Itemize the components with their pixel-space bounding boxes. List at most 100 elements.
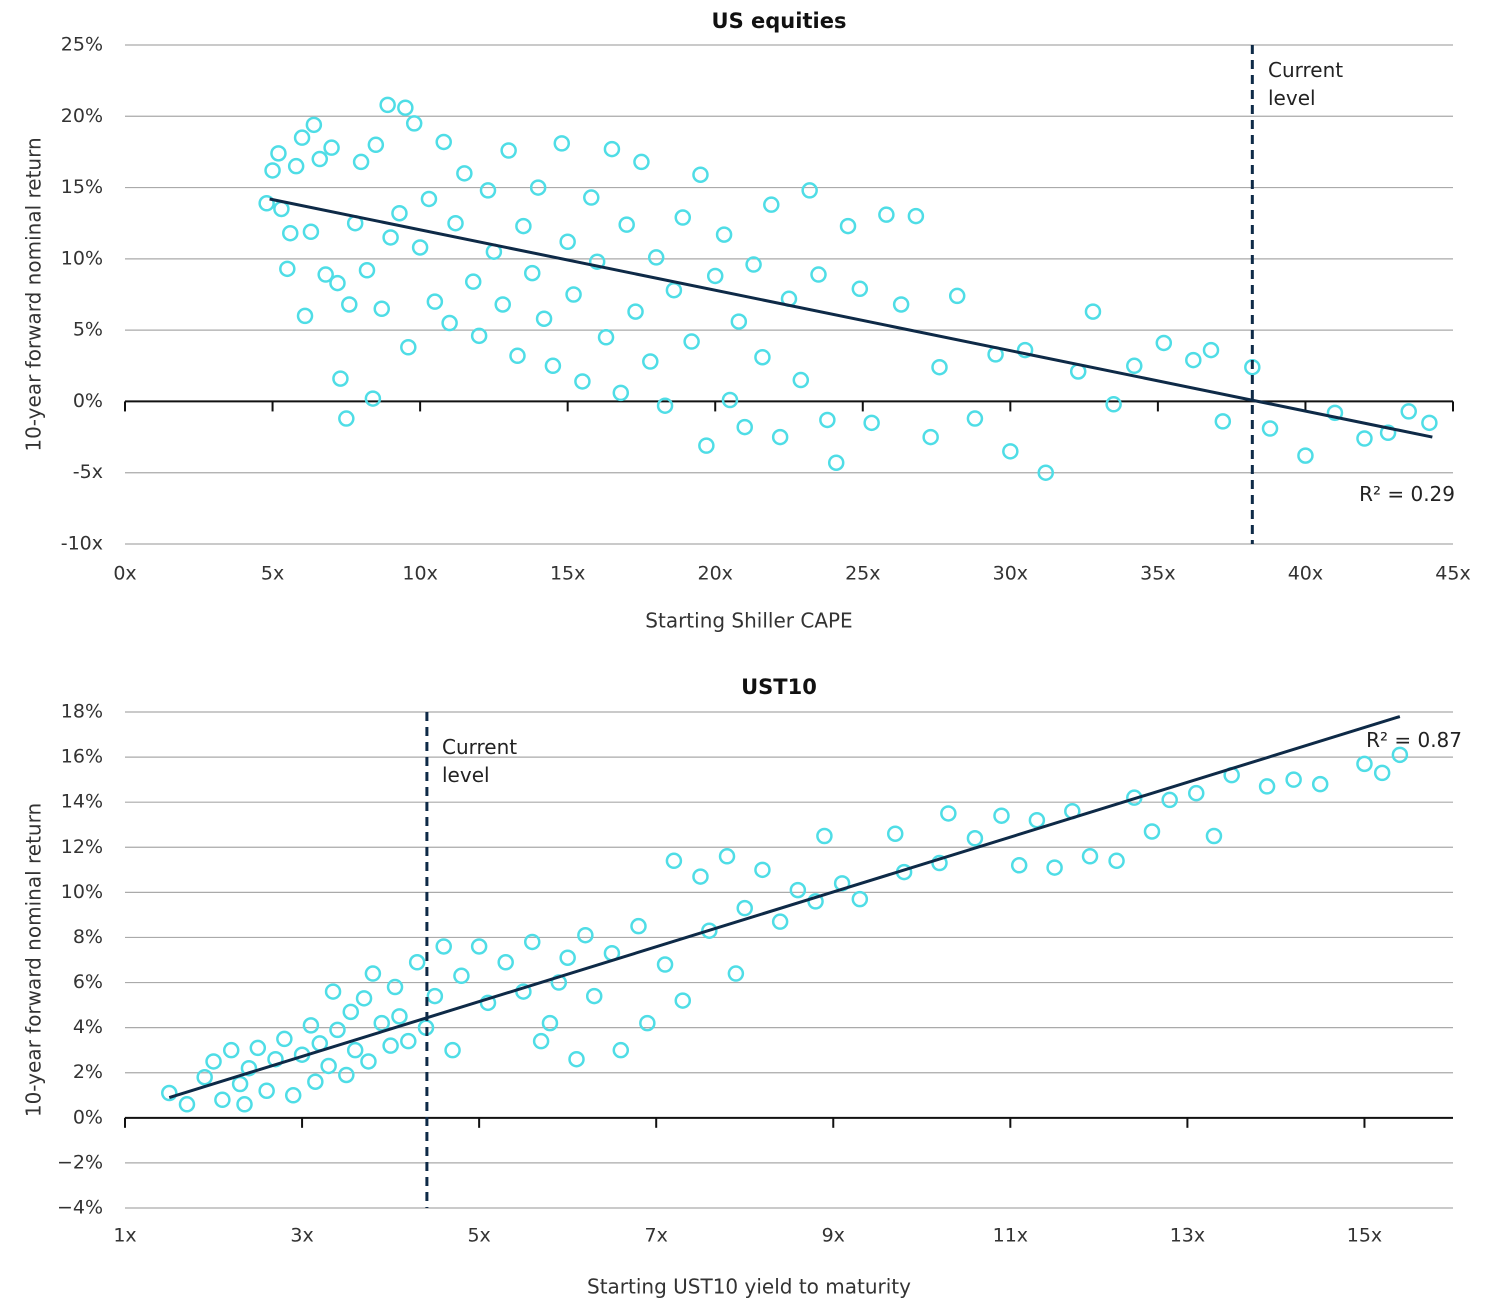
- scatter-point: [470, 327, 488, 345]
- scatter-point: [1028, 811, 1046, 829]
- scatter-point: [993, 807, 1010, 824]
- scatter-point: [948, 287, 966, 305]
- scatter-point: [692, 166, 709, 183]
- scatter-point: [966, 410, 984, 427]
- scatter-point: [1143, 823, 1161, 840]
- scatter-point: [1391, 746, 1409, 764]
- scatter-point: [878, 206, 895, 223]
- scatter-point: [453, 967, 470, 985]
- scatter-point: [1261, 420, 1279, 437]
- x-tick-label: 13x: [1170, 1225, 1205, 1247]
- scatter-point: [470, 938, 488, 955]
- scatter-point: [329, 274, 346, 292]
- chart-title: UST10: [741, 675, 817, 699]
- scatter-point: [665, 852, 683, 870]
- scatter-point: [1205, 827, 1223, 845]
- scatter-point: [400, 1032, 417, 1050]
- scatter-point: [1311, 775, 1329, 793]
- scatter-point: [324, 983, 342, 1000]
- scatter-point: [515, 217, 532, 235]
- scatter-point: [1037, 464, 1054, 481]
- scatter-point: [273, 200, 290, 218]
- scatter-point: [364, 390, 382, 407]
- scatter-point: [692, 868, 709, 885]
- scatter-point: [497, 954, 514, 971]
- scatter-point: [379, 96, 396, 114]
- scatter-point: [792, 371, 810, 389]
- x-tick-label: 15x: [1347, 1225, 1382, 1247]
- scatter-point: [391, 204, 408, 222]
- scatter-point: [444, 1041, 461, 1059]
- scatter-point: [287, 157, 305, 175]
- scatter-point: [715, 226, 733, 243]
- scatter-point: [302, 1017, 320, 1034]
- y-tick-label: 25%: [61, 34, 103, 56]
- scatter-point: [397, 99, 414, 116]
- x-tick-label: 9x: [822, 1225, 845, 1247]
- x-tick-label: 25x: [845, 563, 880, 585]
- y-tick-label: 18%: [61, 701, 103, 723]
- y-axis-label: 10-year forward nominal return: [22, 803, 46, 1117]
- scatter-point: [355, 990, 373, 1007]
- scatter-point: [701, 922, 718, 939]
- scatter-point: [205, 1053, 222, 1070]
- scatter-point: [683, 333, 700, 350]
- x-tick-label: 40x: [1288, 563, 1323, 585]
- scatter-point: [642, 353, 659, 370]
- scatter-point: [323, 139, 340, 156]
- x-tick-label: 7x: [645, 1225, 668, 1247]
- scatter-point: [426, 293, 444, 310]
- scatter-point: [633, 153, 650, 171]
- scatter-point: [279, 260, 296, 278]
- scatter-point: [1356, 755, 1373, 773]
- scatter-point: [1373, 764, 1391, 782]
- scatter-point: [161, 1084, 178, 1102]
- scatter-point: [494, 296, 511, 313]
- scatter-point: [1161, 791, 1178, 809]
- scatter-point: [1002, 443, 1019, 460]
- scatter-point: [367, 136, 385, 154]
- scatter-point: [568, 1050, 585, 1068]
- scatter-point: [851, 890, 869, 908]
- scatter-point: [931, 854, 948, 872]
- y-tick-label: 8%: [73, 926, 103, 948]
- scatter-point: [240, 1059, 258, 1077]
- x-tick-label: 5x: [261, 563, 284, 585]
- x-tick-label: 0x: [113, 563, 136, 585]
- y-tick-label: 5%: [73, 319, 103, 341]
- scatter-point: [373, 300, 390, 318]
- scatter-point: [892, 296, 910, 313]
- current-level-label: Current level: [1268, 58, 1344, 110]
- scatter-point: [966, 830, 984, 847]
- scatter-point: [196, 1068, 213, 1086]
- scatter-point: [1155, 334, 1173, 352]
- scatter-point: [698, 437, 715, 454]
- scatter-point: [706, 267, 724, 285]
- scatter-point: [559, 233, 576, 250]
- scatter-point: [382, 1037, 399, 1054]
- y-tick-label: 0%: [73, 390, 103, 412]
- scatter-point: [827, 454, 845, 471]
- scatter-point: [1400, 403, 1417, 420]
- scatter-point: [311, 150, 329, 168]
- scatter-point: [647, 249, 665, 266]
- scatter-point: [603, 140, 621, 158]
- y-tick-label: 12%: [61, 836, 103, 858]
- scatter-point: [338, 410, 355, 427]
- y-tick-label: 4%: [73, 1016, 103, 1038]
- scatter-point: [405, 115, 423, 132]
- scatter-point: [231, 1075, 249, 1093]
- scatter-point: [532, 1032, 550, 1050]
- scatter-point: [1126, 357, 1143, 375]
- trend-line: [168, 715, 1401, 1099]
- scatter-point: [535, 310, 553, 327]
- scatter-point: [509, 347, 526, 365]
- scatter-point: [630, 917, 647, 935]
- scatter-point: [674, 992, 692, 1009]
- scatter-point: [627, 303, 644, 320]
- scatter-point: [346, 1041, 364, 1059]
- y-tick-label: 14%: [61, 791, 103, 813]
- scatter-point: [302, 223, 320, 241]
- scatter-point: [524, 933, 541, 951]
- scatter-point: [282, 224, 299, 242]
